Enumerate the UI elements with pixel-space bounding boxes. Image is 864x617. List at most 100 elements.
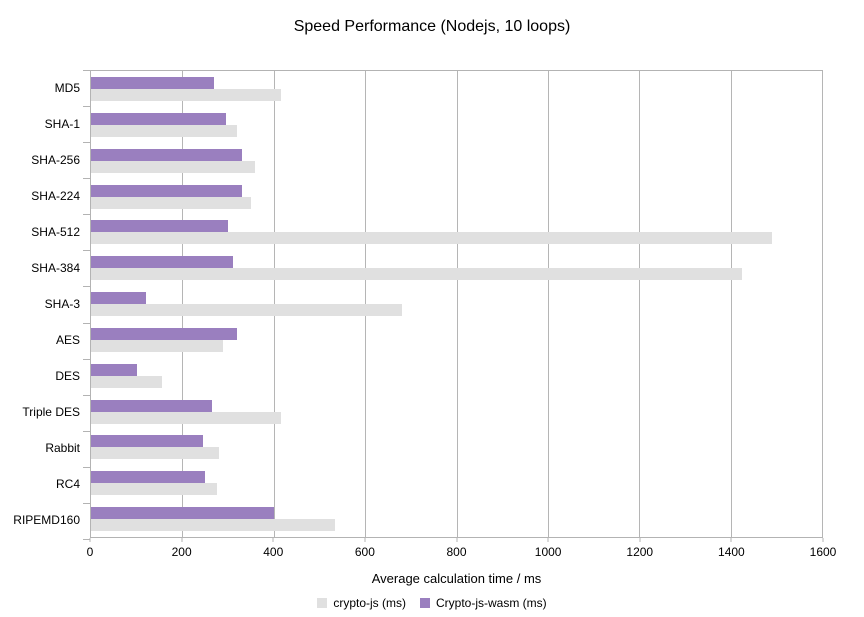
- bar-group-MD5: [91, 71, 822, 107]
- y-axis-tick-mark: [83, 358, 90, 360]
- y-axis-label: SHA-3: [44, 297, 80, 311]
- bar-group-RIPEMD160: [91, 501, 822, 537]
- x-axis-tick-mark: [272, 538, 274, 542]
- y-axis-label: SHA-256: [31, 153, 80, 167]
- y-axis-tick-mark: [83, 178, 90, 180]
- gridline-400: [273, 71, 275, 537]
- bar-crypto-js-wasm-RIPEMD160: [91, 507, 274, 520]
- bar-group-SHA-1: [91, 107, 822, 143]
- x-tick-label: 0: [86, 545, 94, 559]
- bar-crypto-js-Rabbit: [91, 447, 219, 460]
- gridline-800: [456, 71, 458, 537]
- x-tick-marks: [89, 538, 824, 543]
- y-tick-marks: [83, 70, 90, 540]
- y-axis-label: RC4: [55, 477, 80, 491]
- y-axis-tick-mark: [83, 394, 90, 396]
- x-tick-label: 600: [354, 545, 375, 559]
- bar-crypto-js-RC4: [91, 483, 217, 496]
- x-axis-tick-mark: [730, 538, 732, 542]
- x-axis-tick-mark: [456, 538, 457, 542]
- x-tick-label: 1000: [534, 545, 562, 559]
- bar-crypto-js-wasm-DES: [91, 363, 137, 376]
- bar-crypto-js-wasm-SHA-256: [91, 148, 242, 161]
- bar-crypto-js-SHA-1: [91, 124, 238, 137]
- bar-crypto-js-wasm-MD5: [91, 77, 215, 89]
- gridline-600: [365, 71, 367, 537]
- y-axis-label: RIPEMD160: [13, 513, 80, 527]
- gridline-1600: [822, 71, 823, 537]
- bar-group-AES: [91, 322, 822, 358]
- bar-crypto-js-wasm-SHA-384: [91, 256, 233, 269]
- y-axis-tick-mark: [83, 539, 90, 540]
- bar-group-RC4: [91, 465, 822, 501]
- legend-label-crypto-js-wasm: Crypto-js-wasm (ms): [436, 596, 547, 610]
- x-tick-label: 1400: [718, 545, 745, 559]
- bar-group-SHA-512: [91, 214, 822, 250]
- legend-label-crypto-js: crypto-js (ms): [333, 596, 406, 610]
- legend-item-crypto-js-wasm: Crypto-js-wasm (ms): [420, 596, 547, 610]
- bar-crypto-js-wasm-AES: [91, 327, 238, 340]
- y-axis-label: SHA-224: [31, 189, 80, 203]
- bar-crypto-js-wasm-SHA-512: [91, 220, 229, 233]
- y-axis-tick-mark: [83, 322, 90, 324]
- y-axis-tick-mark: [83, 106, 90, 108]
- bar-crypto-js-wasm-RC4: [91, 471, 206, 484]
- bar-crypto-js-SHA-256: [91, 160, 256, 173]
- x-tick-label: 400: [263, 545, 284, 559]
- y-axis-tick-mark: [83, 142, 90, 144]
- bar-group-Rabbit: [91, 429, 822, 465]
- bar-crypto-js-wasm-Triple DES: [91, 399, 213, 412]
- bar-crypto-js-RIPEMD160: [91, 519, 336, 532]
- y-axis-label: SHA-1: [44, 117, 80, 131]
- bar-group-SHA-384: [91, 250, 822, 286]
- bar-crypto-js-wasm-Rabbit: [91, 435, 203, 448]
- x-axis-tick-mark: [89, 538, 91, 542]
- bar-group-SHA-224: [91, 179, 822, 215]
- bar-crypto-js-DES: [91, 375, 162, 388]
- legend: crypto-js (ms) Crypto-js-wasm (ms): [0, 595, 864, 611]
- y-axis-tick-mark: [83, 250, 90, 252]
- bar-group-SHA-3: [91, 286, 822, 322]
- bar-crypto-js-SHA-512: [91, 232, 772, 245]
- bar-crypto-js-wasm-SHA-1: [91, 112, 226, 125]
- y-axis-labels: MD5 SHA-1 SHA-256 SHA-224 SHA-512 SHA-384 SHA-…: [0, 70, 80, 538]
- x-tick-labels: 0 200 400 600 800 1000 1200 1400 1600: [86, 545, 837, 559]
- x-axis-tick-mark: [547, 538, 549, 542]
- bar-crypto-js-MD5: [91, 89, 281, 101]
- legend-swatch-crypto-js-wasm-icon: [420, 598, 430, 608]
- legend-swatch-crypto-js-icon: [317, 598, 328, 608]
- plot-area: [90, 70, 823, 538]
- y-axis-tick-mark: [83, 70, 90, 71]
- bar-group-Triple DES: [91, 394, 822, 430]
- x-axis-tick-mark: [639, 538, 641, 542]
- x-axis-tick-mark: [822, 538, 824, 542]
- bar-crypto-js-wasm-SHA-224: [91, 184, 242, 197]
- gridline-200: [182, 71, 184, 537]
- x-axis-title: Average calculation time / ms: [371, 571, 542, 586]
- x-tick-label: 1600: [809, 545, 837, 559]
- legend-item-crypto-js: crypto-js (ms): [317, 596, 406, 610]
- chart-title: Speed Performance (Nodejs, 10 loops): [293, 18, 571, 35]
- x-axis-tick-mark: [364, 538, 366, 542]
- x-axis-tick-mark: [181, 538, 183, 542]
- x-tick-label: 200: [171, 545, 192, 559]
- bar-crypto-js-Triple DES: [91, 411, 281, 424]
- y-axis-label: Rabbit: [45, 441, 80, 455]
- y-axis-label: SHA-512: [31, 225, 80, 239]
- y-axis-tick-mark: [83, 286, 90, 288]
- bar-group-DES: [91, 358, 822, 394]
- gridline-1400: [730, 71, 732, 537]
- y-axis-label: Triple DES: [22, 404, 80, 419]
- y-axis-label: AES: [55, 333, 80, 347]
- bar-group-SHA-256: [91, 143, 822, 179]
- y-axis-label: SHA-384: [31, 261, 80, 275]
- y-axis-tick-mark: [83, 430, 90, 432]
- y-axis-label: DES: [55, 369, 80, 383]
- bar-crypto-js-SHA-3: [91, 304, 402, 317]
- gridline-1000: [547, 71, 549, 537]
- bar-crypto-js-wasm-SHA-3: [91, 292, 146, 305]
- y-axis-tick-mark: [83, 214, 90, 216]
- x-tick-label: 800: [446, 545, 467, 559]
- x-tick-label: 1200: [626, 545, 654, 559]
- y-axis-tick-mark: [83, 466, 90, 468]
